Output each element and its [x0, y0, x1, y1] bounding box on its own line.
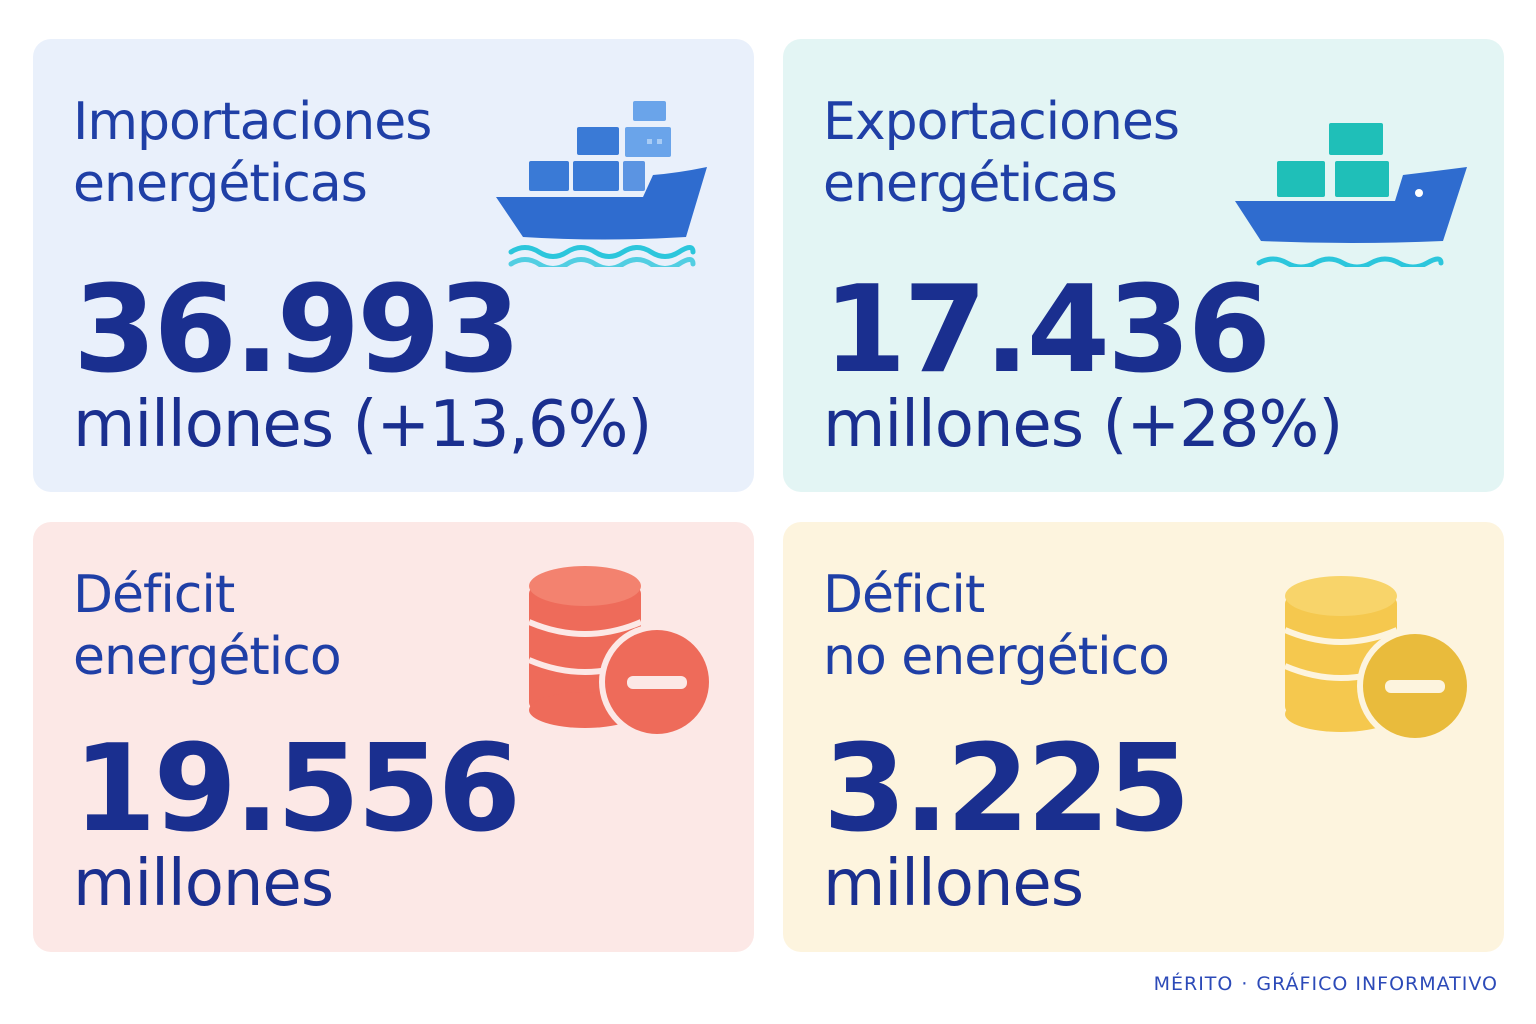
cargo-ship-icon: [1231, 97, 1467, 270]
coins-minus-icon: [1279, 568, 1479, 758]
deficit-nonenergy-unit: millones: [823, 847, 1084, 921]
card-deficit-no-energetico: Déficit no energético 3.225 millones: [783, 522, 1504, 952]
card-title: Déficit energético: [73, 565, 342, 687]
footer-brand: MÉRITO: [1153, 973, 1234, 995]
imports-value: 36.993: [73, 261, 521, 400]
footer-separator: ·: [1241, 973, 1249, 995]
card-title: Exportaciones energéticas: [823, 92, 1180, 214]
coins-minus-icon: [523, 558, 723, 748]
card-exportaciones: Exportaciones energéticas 17.436 millone…: [783, 39, 1504, 492]
deficit-nonenergy-value: 3.225: [823, 720, 1191, 859]
exports-unit: millones (+28%): [823, 388, 1343, 462]
card-title: Importaciones energéticas: [73, 92, 432, 214]
cargo-ship-icon: [493, 97, 718, 271]
deficit-energy-unit: millones: [73, 847, 334, 921]
imports-unit: millones (+13,6%): [73, 388, 652, 462]
card-title: Déficit no energético: [823, 565, 1170, 687]
footer-credit: MÉRITO · GRÁFICO INFORMATIVO: [1154, 973, 1498, 995]
exports-value: 17.436: [823, 261, 1271, 400]
deficit-energy-value: 19.556: [73, 720, 521, 859]
card-importaciones: Importaciones energéticas 36.993 millone…: [33, 39, 754, 492]
footer-label: GRÁFICO INFORMATIVO: [1256, 973, 1498, 995]
card-deficit-energetico: Déficit energético 19.556 millones: [33, 522, 754, 952]
